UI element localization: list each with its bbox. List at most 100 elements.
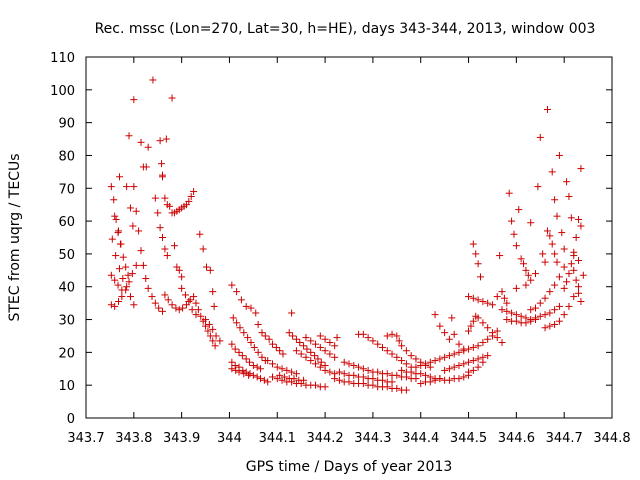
y-tick-label: 30: [58, 314, 75, 329]
data-point: [175, 266, 183, 274]
data-point: [548, 240, 556, 248]
data-point: [326, 368, 334, 376]
data-point: [577, 222, 585, 230]
data-point: [422, 371, 430, 379]
data-point: [278, 365, 286, 373]
data-point: [316, 332, 324, 340]
data-point: [508, 309, 516, 317]
data-point: [467, 322, 475, 330]
data-point: [445, 376, 453, 384]
data-point: [132, 261, 140, 269]
data-point: [431, 311, 439, 319]
data-point: [472, 250, 480, 258]
data-point: [474, 363, 482, 371]
data-point: [111, 212, 119, 220]
x-tick-label: 344.2: [306, 431, 343, 446]
data-point: [335, 368, 343, 376]
data-point: [560, 245, 568, 253]
data-point: [369, 381, 377, 389]
data-point: [551, 281, 559, 289]
data-point: [398, 357, 406, 365]
plot-frame: [85, 56, 613, 419]
x-tick-label: 344: [217, 431, 242, 446]
data-point: [161, 245, 169, 253]
data-point: [551, 320, 559, 328]
data-point: [168, 301, 176, 309]
data-point: [331, 353, 339, 361]
data-point: [312, 381, 320, 389]
data-point: [206, 266, 214, 274]
data-point: [161, 194, 169, 202]
data-point: [246, 358, 254, 366]
data-point: [488, 329, 496, 337]
data-point: [126, 293, 134, 301]
data-point: [228, 365, 236, 373]
data-point: [268, 373, 276, 381]
data-point: [205, 320, 213, 328]
data-point: [211, 342, 219, 350]
y-tick-labels: 0 10 20 30 40 50 60 70 80 90 100 110: [50, 51, 75, 427]
data-point: [124, 271, 132, 279]
data-point: [496, 252, 504, 260]
data-point: [163, 252, 171, 260]
data-point: [455, 375, 463, 383]
data-point: [450, 350, 458, 358]
data-point: [268, 360, 276, 368]
data-point: [265, 335, 273, 343]
data-point: [107, 183, 115, 191]
data-point: [484, 299, 492, 307]
data-point: [162, 135, 170, 143]
data-point: [575, 289, 583, 297]
data-point: [541, 258, 549, 266]
data-point: [331, 375, 339, 383]
data-point: [192, 299, 200, 307]
x-tick-label: 343.7: [67, 431, 104, 446]
data-point: [333, 334, 341, 342]
data-point: [565, 192, 573, 200]
data-point: [531, 304, 539, 312]
data-point: [272, 343, 280, 351]
data-point: [536, 312, 544, 320]
data-point: [527, 276, 535, 284]
data-point: [436, 322, 444, 330]
data-point: [111, 276, 119, 284]
data-point: [190, 293, 198, 301]
data-point: [115, 297, 123, 305]
data-point: [125, 278, 133, 286]
chart-title: Rec. mssc (Lon=270, Lat=30, h=HE), days …: [95, 21, 596, 37]
data-point: [115, 265, 123, 273]
data-point: [292, 370, 300, 378]
data-point: [292, 335, 300, 343]
data-point: [111, 302, 119, 310]
data-point: [137, 247, 145, 255]
data-point: [527, 219, 535, 227]
data-point: [474, 260, 482, 268]
data-point: [142, 275, 150, 283]
data-point: [307, 337, 315, 345]
data-point: [316, 343, 324, 351]
data-point: [312, 340, 320, 348]
data-point: [194, 306, 202, 314]
data-point: [465, 358, 473, 366]
data-point: [108, 235, 116, 243]
data-point: [359, 330, 367, 338]
data-point: [280, 373, 288, 381]
data-point: [465, 368, 473, 376]
data-point: [151, 194, 159, 202]
data-point: [246, 370, 254, 378]
data-point: [560, 263, 568, 271]
data-point: [340, 358, 348, 366]
data-point: [474, 342, 482, 350]
data-point: [541, 294, 549, 302]
data-point: [158, 160, 166, 168]
data-point: [469, 240, 477, 248]
data-point: [279, 350, 287, 358]
data-point: [228, 340, 236, 348]
data-point: [321, 383, 329, 391]
data-point: [551, 250, 559, 258]
data-point: [469, 357, 477, 365]
data-point: [237, 296, 245, 304]
data-point: [112, 215, 120, 223]
data-point: [417, 361, 425, 369]
data-point: [316, 363, 324, 371]
